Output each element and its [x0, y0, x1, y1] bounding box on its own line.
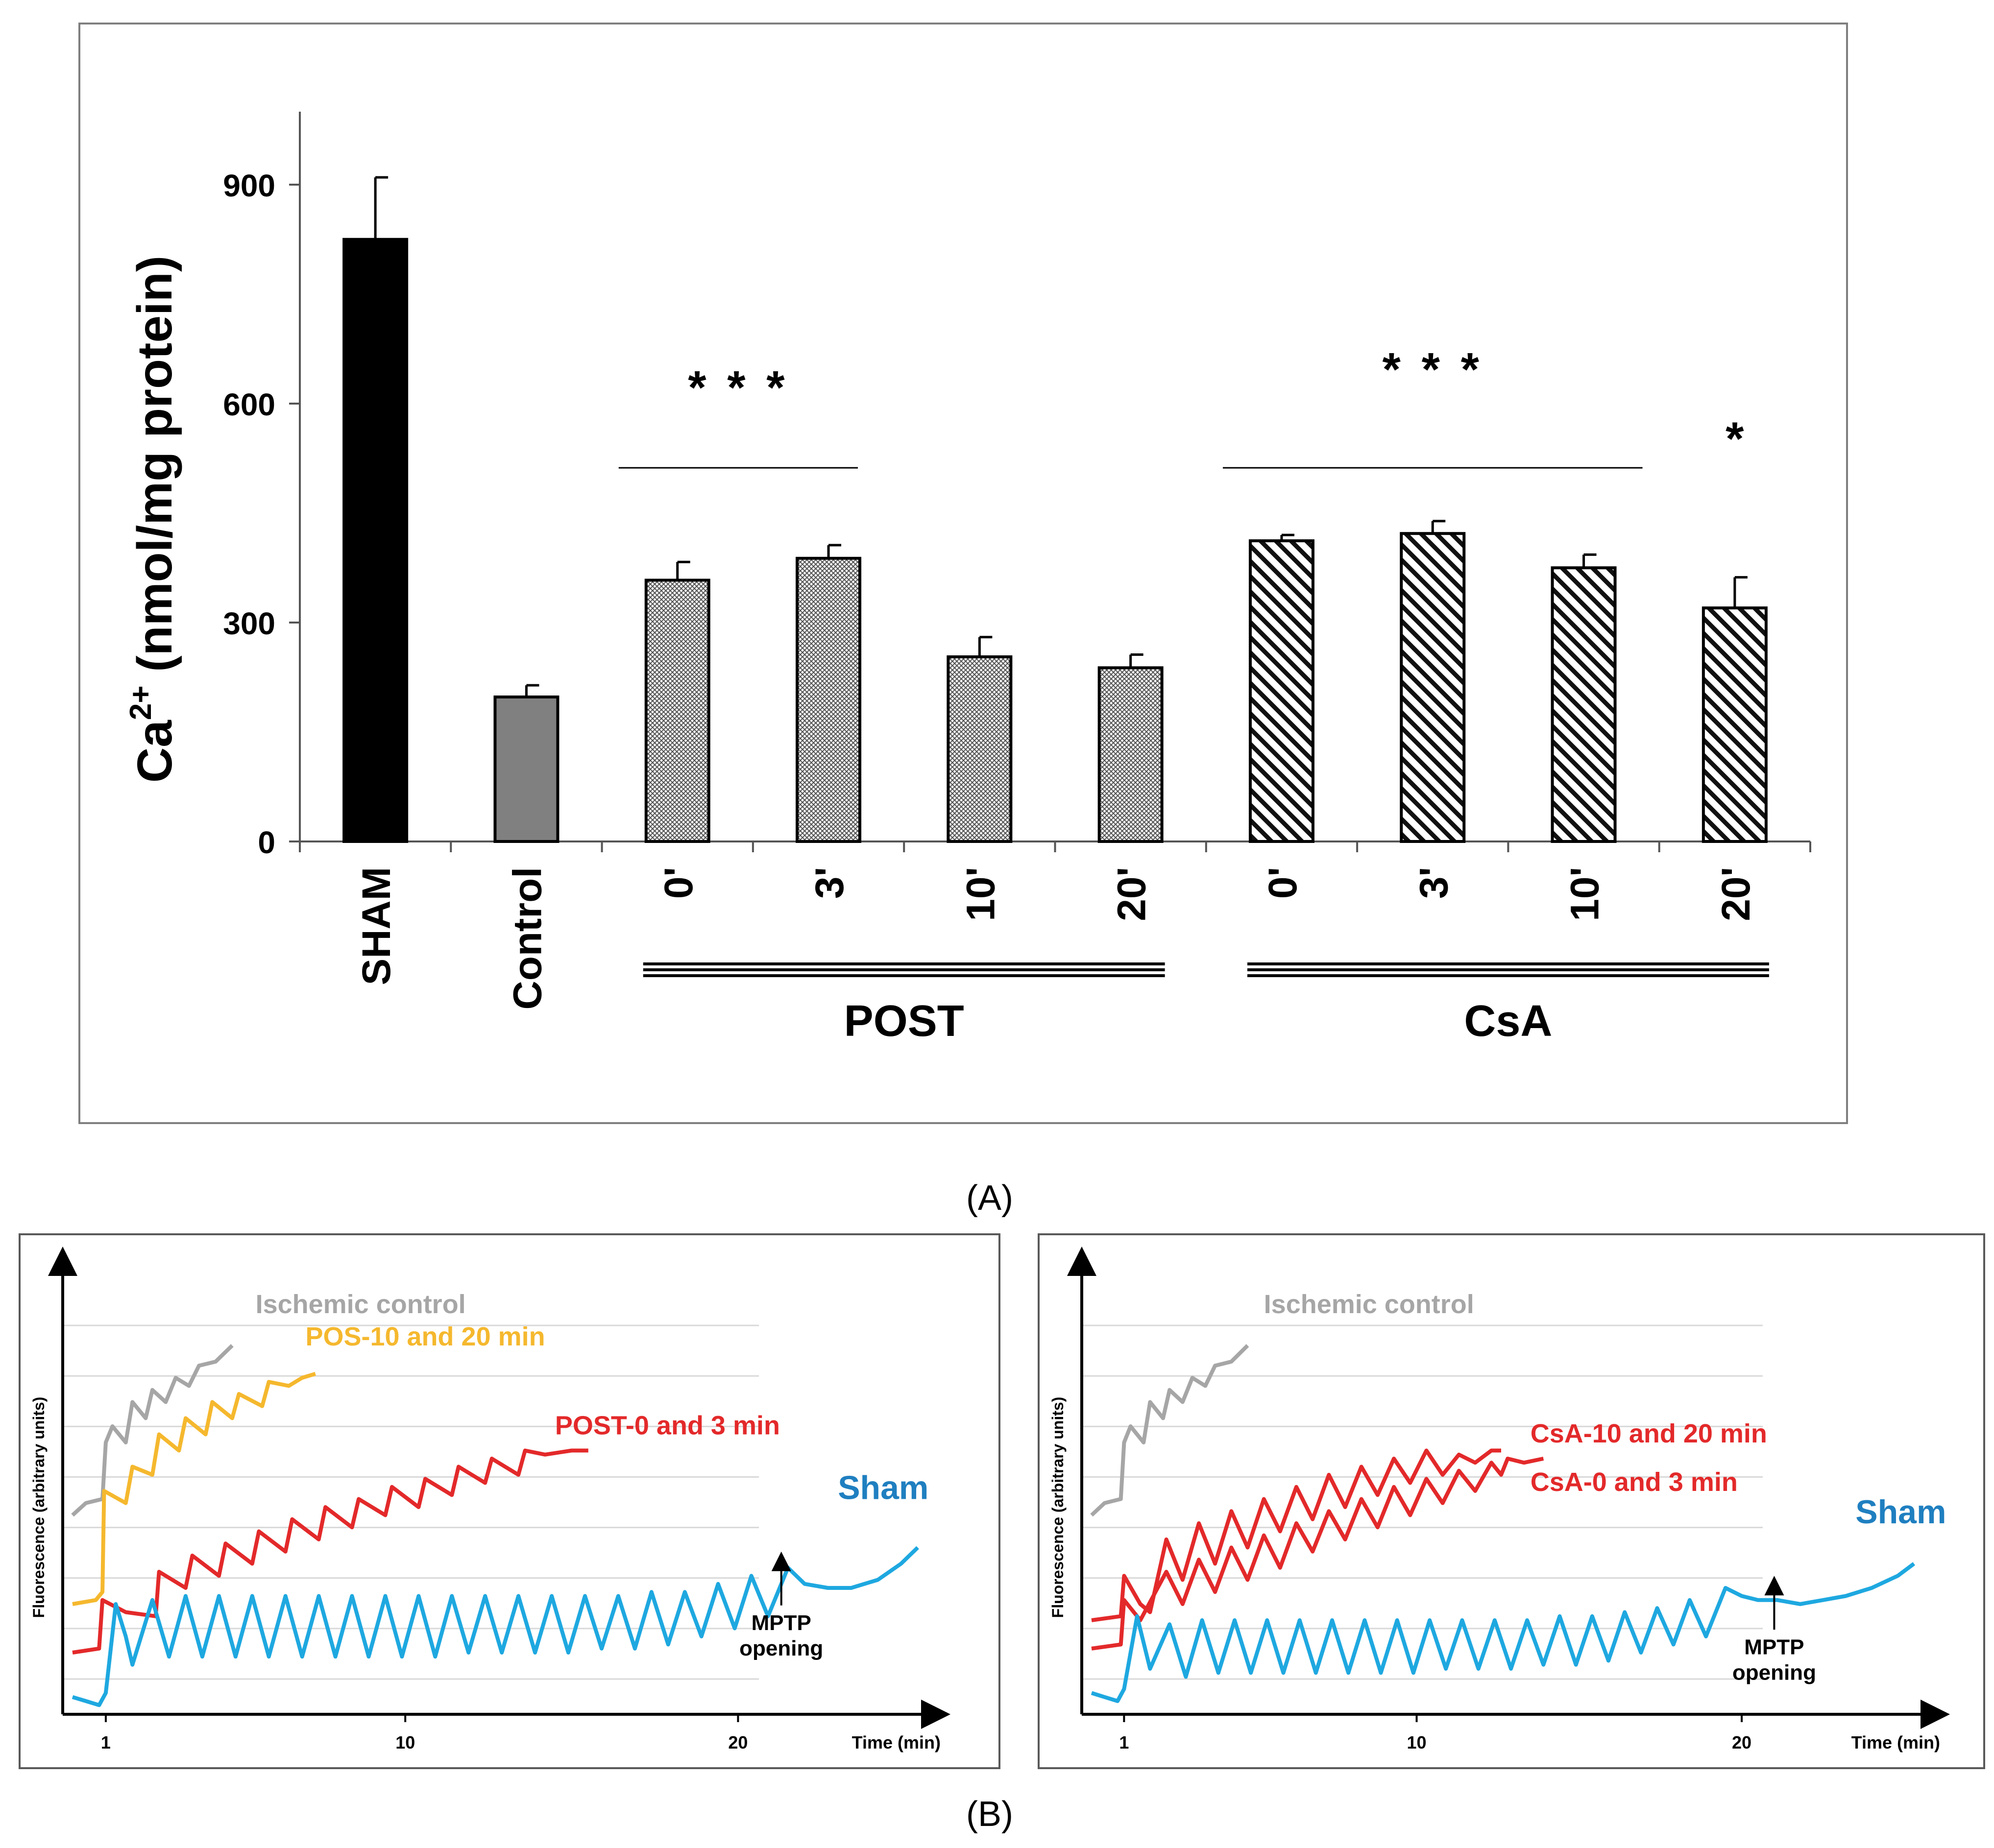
- x-tick-label: 1: [101, 1732, 111, 1752]
- category-label: 0': [657, 867, 701, 899]
- bar-5: [1097, 666, 1164, 843]
- caption-b: (B): [966, 1795, 1013, 1834]
- annotation-line-1: MPTP: [1744, 1635, 1804, 1659]
- series-label: Ischemic control: [1264, 1290, 1474, 1319]
- y-axis-label: Ca2+ (nmol/mg protein): [124, 256, 182, 783]
- category-label: SHAM: [354, 867, 399, 985]
- x-tick-label: 20: [728, 1732, 748, 1752]
- bar-2: [644, 578, 710, 843]
- bar-8: [1551, 566, 1617, 843]
- series-label: POS-10 and 20 min: [305, 1322, 545, 1351]
- category-label: 10': [958, 867, 1003, 921]
- significance-markers: * * * * * * *: [618, 343, 1744, 469]
- y-tick-label: 0: [258, 825, 275, 860]
- x-axis-label: Time (min): [852, 1732, 941, 1752]
- significance-stars: * * *: [1383, 343, 1483, 396]
- series-label: Sham: [838, 1469, 928, 1507]
- y-tick-label: 300: [223, 606, 275, 641]
- annotation-line-2: opening: [1732, 1660, 1816, 1684]
- y-tick-label: 600: [223, 387, 275, 422]
- x-tick-label: 10: [395, 1732, 415, 1752]
- group-label-csa: CsA: [1464, 997, 1552, 1046]
- group-label-post: POST: [844, 997, 964, 1046]
- bar-1: [493, 695, 559, 843]
- y-axis-label: Fluorescence (arbitrary units): [30, 1397, 48, 1618]
- axes: 0 300 600 900: [223, 112, 1811, 860]
- significance-stars: * * *: [688, 361, 788, 414]
- category-label: 20': [1714, 867, 1758, 921]
- bar-6: [1248, 539, 1314, 843]
- series-line-pos-10-and-20-min: [72, 1371, 316, 1606]
- bars: [342, 176, 1768, 843]
- y-axis-label: Fluorescence (arbitrary units): [1049, 1397, 1067, 1618]
- group-labels: POST CsA: [643, 962, 1769, 1046]
- category-label: 20': [1110, 867, 1154, 921]
- y-axis-label-unit: (nmol/mg protein): [127, 256, 182, 686]
- panel-b-right: 1 10 20 Time (min) Fluorescence (arbitrary u…: [1038, 1233, 1985, 1769]
- category-label: 0': [1261, 867, 1305, 899]
- bar-0: [342, 238, 409, 843]
- series-line-sham: [1091, 1562, 1916, 1703]
- series-line-ischemic-control: [1090, 1344, 1249, 1517]
- category-label: 3': [807, 867, 852, 899]
- x-tick-label: 10: [1407, 1732, 1427, 1752]
- category-label: 3': [1411, 867, 1456, 899]
- category-label: 10': [1563, 867, 1607, 921]
- series-label: POST-0 and 3 min: [555, 1411, 780, 1440]
- caption-a: (A): [966, 1178, 1013, 1218]
- panel-b-left: 1 10 20 Time (min) Fluorescence (arbitrary u…: [19, 1233, 1000, 1769]
- series-line-post-0-and-3-min: [72, 1448, 588, 1655]
- category-label: Control: [505, 867, 550, 1009]
- y-axis-label-superscript: 2+: [124, 686, 158, 720]
- series-label: CsA-10 and 20 min: [1531, 1419, 1767, 1448]
- x-tick-label: 1: [1119, 1732, 1129, 1752]
- series-label: Sham: [1855, 1493, 1946, 1531]
- series-line-sham: [72, 1546, 919, 1707]
- x-tick-label: 20: [1732, 1732, 1751, 1752]
- series-label: Ischemic control: [256, 1290, 466, 1319]
- annotation-line-2: opening: [739, 1636, 823, 1660]
- y-tick-label: 900: [223, 168, 275, 203]
- bar-3: [796, 556, 862, 843]
- bar-7: [1400, 532, 1466, 843]
- annotation-line-1: MPTP: [752, 1611, 811, 1635]
- bar-4: [947, 655, 1013, 843]
- y-axis-label-main: Ca: [127, 720, 182, 783]
- panel-a: Ca2+ (nmol/mg protein) 0 300 600 900 SHAM Co…: [78, 23, 1848, 1124]
- series-label: CsA-0 and 3 min: [1531, 1467, 1738, 1497]
- series-line-csa-0-and-3-min: [1091, 1457, 1544, 1651]
- category-labels: SHAM Control 0' 3' 10' 20' 0' 3' 10' 20': [354, 867, 1758, 1009]
- x-axis-label: Time (min): [1851, 1732, 1940, 1752]
- panel-frame: [1038, 1233, 1985, 1769]
- series-line-ischemic-control: [71, 1344, 234, 1517]
- bar-9: [1702, 606, 1768, 843]
- significance-star: *: [1726, 412, 1744, 465]
